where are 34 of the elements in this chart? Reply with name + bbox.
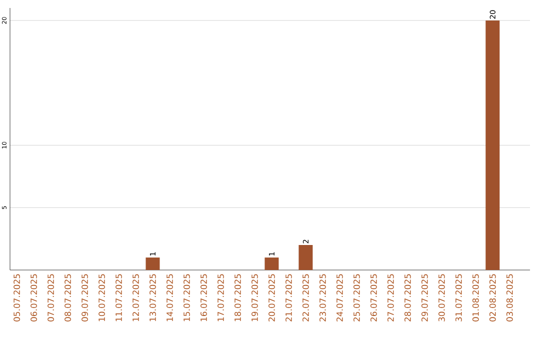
x-tick-label: 31.07.2025: [455, 274, 462, 322]
x-tick-label: 06.07.2025: [30, 274, 37, 322]
x-tick-label: 28.07.2025: [404, 274, 411, 322]
x-tick-label: 24.07.2025: [336, 274, 343, 322]
bar: [486, 20, 500, 270]
x-tick-label: 12.07.2025: [132, 274, 139, 322]
x-tick-label: 25.07.2025: [353, 274, 360, 322]
x-tick-label: 02.08.2025: [489, 274, 496, 322]
x-tick-label: 29.07.2025: [421, 274, 428, 322]
x-tick-label: 08.07.2025: [64, 274, 71, 322]
x-tick-label: 11.07.2025: [116, 274, 122, 322]
bar: [298, 245, 313, 270]
x-tick-label: 17.07.2025: [218, 274, 224, 322]
x-tick-label: 01.08.2025: [472, 274, 479, 322]
x-tick-label: 23.07.2025: [319, 274, 326, 322]
bar: [264, 258, 279, 270]
x-tick-label: 15.07.2025: [184, 274, 190, 322]
x-tick-label: 26.07.2025: [370, 274, 377, 322]
x-tick-label: 03.08.2025: [506, 274, 513, 322]
x-tick-label: 05.07.2025: [14, 274, 20, 322]
x-tick-label: 20.07.2025: [268, 274, 275, 322]
x-tick-label: 27.07.2025: [387, 274, 394, 322]
x-tick-label: 30.07.2025: [438, 274, 445, 322]
bar: [146, 258, 160, 270]
x-tick-label: 13.07.2025: [150, 274, 156, 322]
x-tick-label: 21.07.2025: [286, 274, 292, 322]
x-tick-label: 10.07.2025: [98, 274, 105, 322]
x-tick-label: 19.07.2025: [252, 274, 258, 322]
x-tick-label: 07.07.2025: [48, 274, 54, 322]
x-tick-label: 16.07.2025: [200, 274, 207, 322]
x-tick-label: 18.07.2025: [234, 274, 241, 322]
x-tick-label: 22.07.2025: [302, 274, 309, 322]
x-tick-label: 09.07.2025: [82, 274, 88, 322]
x-tick-label: 14.07.2025: [166, 274, 173, 322]
